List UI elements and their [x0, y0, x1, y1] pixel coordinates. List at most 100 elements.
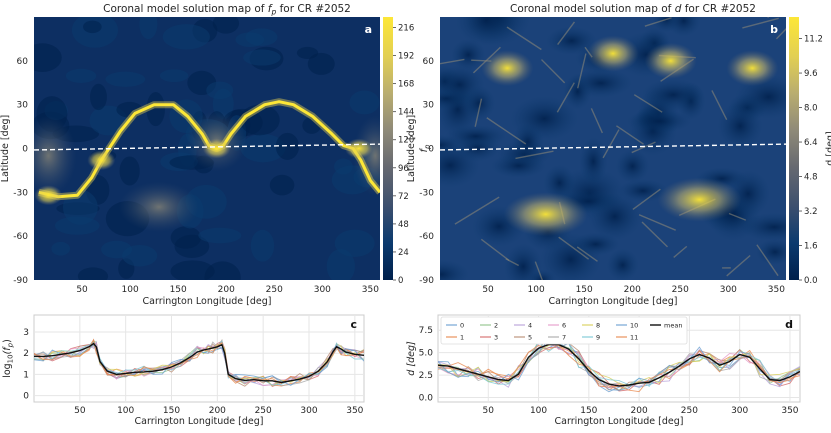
- panel-label: b: [770, 23, 778, 36]
- heatmap-cell: [240, 134, 286, 163]
- x-tick-label: 350: [781, 406, 798, 416]
- heatmap-cell: [77, 267, 109, 280]
- bright-spot: [344, 138, 373, 159]
- x-tick-label: 50: [482, 285, 494, 295]
- heatmap-cell: [204, 261, 241, 280]
- heatmap-image: [34, 17, 380, 280]
- panel-c: 50 100 150 200 250 300 350 0 1 2 3 c Carrington Long…: [2, 314, 365, 427]
- x-tick-label: 250: [681, 406, 698, 416]
- x-tick-label: 200: [209, 406, 226, 416]
- mean-line: [438, 343, 800, 387]
- heatmap-cell: [451, 38, 486, 71]
- heatmap-ridge: [505, 258, 519, 267]
- panel-label: d: [785, 318, 793, 331]
- heatmap-cell: [62, 189, 98, 225]
- heatmap-cell: [65, 68, 97, 83]
- heatmap-cell: [546, 26, 597, 56]
- x-tick-label: 300: [314, 285, 331, 295]
- colorbar-tick-label: 0.0: [804, 276, 818, 286]
- heatmap-ridge: [506, 26, 542, 51]
- x-tick-label: 150: [580, 406, 597, 416]
- colorbar-tick-label: 0: [398, 276, 403, 286]
- heatmap-cell: [503, 243, 543, 280]
- heatmap-cell: [243, 49, 281, 66]
- x-tick-label: 300: [300, 406, 317, 416]
- heatmap-ridge: [673, 245, 688, 258]
- heatmap-cell: [527, 269, 557, 280]
- y-label-close: ): [2, 339, 13, 343]
- heatmap-cell: [349, 90, 380, 115]
- heatmap-ridge: [756, 244, 779, 277]
- panel-d: 50 100 150 200 250 300 3500.02.55.07.5dCarring…: [406, 314, 801, 427]
- heatmap-ridge: [638, 214, 676, 231]
- heatmap-cell: [83, 20, 102, 34]
- panel-b: b 50 100 150 200 250 300 350 -90 -60 -30 0 30 60 Carri…: [406, 3, 831, 307]
- legend: 0 1 2 3 4 5 6 7 8 9 10 11 mean: [440, 316, 688, 345]
- heatmap-ridge: [644, 17, 672, 27]
- y-tick-label: -90: [419, 276, 434, 286]
- y-label-var: (f: [2, 346, 13, 355]
- legend-label: 6: [562, 322, 566, 330]
- colorbar-tick-label: 11.2: [804, 35, 823, 45]
- x-tick-label: 150: [170, 285, 187, 295]
- x-axis-label: Carrington Longitude [deg]: [143, 296, 272, 307]
- heatmap-cell: [543, 164, 576, 201]
- heatmap-cell: [206, 81, 234, 100]
- legend-label: mean: [664, 322, 682, 330]
- heatmap-ridge: [454, 196, 500, 225]
- heatmap-cell: [618, 179, 668, 203]
- title-text: Coronal model solution map of: [103, 3, 268, 15]
- heatmap-ridge: [633, 94, 663, 113]
- x-tick-label: 200: [631, 406, 648, 416]
- panel-label: a: [365, 23, 372, 36]
- legend-label: 1: [460, 334, 464, 342]
- neutral-line: [34, 143, 380, 151]
- heatmap-ridge: [602, 129, 620, 159]
- heatmap-cell: [641, 78, 705, 111]
- heatmap-cell: [198, 227, 242, 244]
- panel-label: c: [350, 318, 357, 331]
- heatmap-ridge: [711, 90, 728, 121]
- y-tick-label: 60: [423, 57, 435, 67]
- y-tick-label: 30: [423, 101, 435, 111]
- heatmap-cell: [626, 109, 692, 133]
- x-tick-label: 50: [76, 285, 88, 295]
- title-variable: d: [675, 3, 682, 15]
- x-tick-label: 350: [768, 285, 785, 295]
- heatmap-ridge: [534, 261, 544, 280]
- title-text: Coronal model solution map of: [510, 3, 675, 15]
- series-layer: [438, 336, 800, 393]
- heatmap-ridge: [632, 188, 661, 211]
- bright-region: [726, 50, 779, 87]
- y-tick-label: -30: [13, 188, 28, 198]
- colorbar-tick-label: 4.8: [804, 173, 818, 183]
- neutral-line: [440, 143, 786, 151]
- bright-region: [644, 42, 697, 79]
- colorbar-tick-label: 96: [398, 164, 409, 174]
- x-tick-label: 300: [720, 285, 737, 295]
- bright-region: [657, 177, 742, 222]
- colorbar-tick-label: 48: [398, 220, 409, 230]
- heatmap-cell: [606, 248, 639, 280]
- x-tick-label: 250: [266, 285, 283, 295]
- heatmap-ridge: [486, 117, 527, 145]
- y-tick-label: 30: [17, 101, 29, 111]
- heatmap-ridge: [474, 98, 483, 127]
- colorbar-tick-label: 1.6: [804, 242, 818, 252]
- x-tick-label: 250: [672, 285, 689, 295]
- x-tick-label: 350: [346, 406, 363, 416]
- heatmap-ridge: [742, 17, 779, 29]
- y-tick-label: 0.0: [419, 394, 434, 404]
- colorbar-tick-label: 192: [398, 52, 414, 62]
- heatmap-cell: [755, 238, 786, 266]
- heatmap-cell: [326, 248, 355, 280]
- y-tick-label: 2.5: [419, 371, 433, 381]
- x-tick-label: 100: [117, 406, 134, 416]
- heatmap-ridge: [558, 236, 590, 260]
- colorbar-tick-label: 6.4: [804, 138, 818, 148]
- heatmap-ridge: [556, 82, 575, 113]
- y-tick-label: -30: [419, 188, 434, 198]
- y-tick-label: 5.0: [419, 349, 434, 359]
- heatmap-cell: [170, 260, 215, 280]
